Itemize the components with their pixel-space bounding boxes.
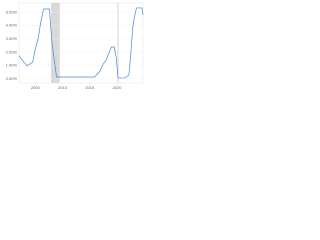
- y-tick-label: 2.00%: [6, 49, 18, 54]
- y-tick-label: 3.00%: [6, 36, 18, 41]
- line: [18, 7, 144, 79]
- x-tick-label: 2020: [112, 85, 122, 90]
- y-tick-label: 1.00%: [6, 63, 18, 68]
- y-tick-label: 0.00%: [6, 76, 18, 81]
- chart: 0.00% 1.00% 2.00% 3.00% 4.00% 5.00% 2005 2010 20…: [6, 2, 144, 90]
- shaded-region: [117, 3, 119, 83]
- shaded-region: [51, 3, 60, 83]
- x-tick-label: 2010: [58, 85, 68, 90]
- x-tick-label: 2015: [85, 85, 95, 90]
- plot-area: [18, 2, 144, 84]
- x-tick-label: 2005: [31, 85, 41, 90]
- y-tick-label: 4.00%: [6, 23, 18, 28]
- y-tick-label: 5.00%: [6, 9, 18, 14]
